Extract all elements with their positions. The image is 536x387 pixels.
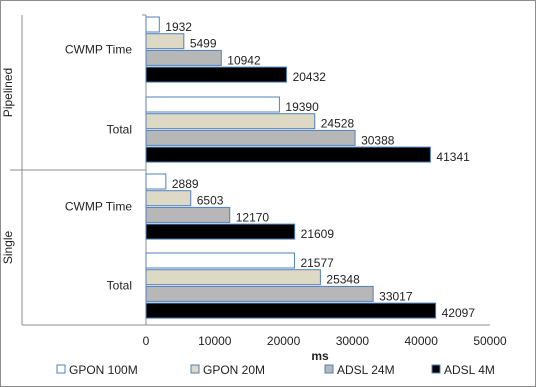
category-label-pipelined-cwmp-time: CWMP Time (65, 43, 132, 57)
legend: GPON 100M GPON 20M ADSL 24M ADSL 4M (56, 363, 495, 377)
value-label-pipelined-total-adsl-4m: 41341 (436, 150, 470, 164)
bar-pipelined-total-gpon-100m (145, 96, 280, 113)
x-tick-label-40000: 40000 (405, 334, 439, 348)
category-label-single-total: Total (107, 279, 132, 293)
value-label-pipelined-cwmp-time-adsl-4m: 20432 (293, 70, 327, 84)
bar-single-cwmp-time-adsl-24m (145, 206, 231, 223)
value-label-pipelined-total-gpon-20m: 24528 (321, 117, 355, 131)
legend-swatch-adsl-4m (431, 364, 441, 374)
group-label-pipelined: Pipelined (1, 68, 15, 117)
bar-single-total-gpon-100m (145, 252, 295, 269)
category-label-pipelined-total: Total (107, 123, 132, 137)
value-label-single-total-gpon-20m: 25348 (326, 273, 360, 287)
x-tick-label-50000: 50000 (473, 334, 507, 348)
bar-pipelined-total-adsl-4m (145, 146, 431, 163)
group-label-single: Single (1, 230, 15, 264)
value-label-single-cwmp-time-adsl-4m: 21609 (301, 227, 335, 241)
legend-swatch-gpon-20m (190, 364, 200, 374)
category-label-single-cwmp-time: CWMP Time (65, 200, 132, 214)
legend-item-gpon-20m: GPON 20M (190, 363, 265, 377)
bar-pipelined-total-gpon-20m (145, 113, 316, 130)
bar-single-cwmp-time-gpon-100m (145, 173, 167, 190)
value-label-pipelined-cwmp-time-gpon-20m: 5499 (190, 37, 217, 51)
bar-pipelined-cwmp-time-gpon-100m (145, 16, 160, 33)
bar-pipelined-cwmp-time-adsl-24m (145, 49, 222, 66)
value-label-single-total-gpon-100m: 21577 (300, 256, 334, 270)
legend-swatch-gpon-100m (56, 364, 66, 374)
x-axis-label: ms (311, 349, 329, 363)
value-label-pipelined-total-gpon-100m: 19390 (285, 100, 319, 114)
value-label-pipelined-cwmp-time-gpon-100m: 1932 (165, 20, 192, 34)
value-label-pipelined-cwmp-time-adsl-24m: 10942 (227, 53, 261, 67)
legend-item-adsl-24m: ADSL 24M (324, 363, 395, 377)
bar-single-total-adsl-24m (145, 285, 374, 302)
bar-single-cwmp-time-gpon-20m (145, 190, 192, 207)
legend-item-adsl-4m: ADSL 4M (431, 363, 495, 377)
bar-single-cwmp-time-adsl-4m (145, 223, 296, 240)
legend-label-gpon-100m: GPON 100M (69, 363, 138, 377)
value-label-single-cwmp-time-gpon-100m: 2889 (172, 177, 199, 191)
bar-pipelined-cwmp-time-adsl-4m (145, 66, 288, 83)
x-tick-label-30000: 30000 (336, 334, 370, 348)
legend-label-gpon-20m: GPON 20M (203, 363, 265, 377)
value-label-pipelined-total-adsl-24m: 30388 (361, 133, 395, 147)
group-labels: Pipelined Single (1, 68, 15, 264)
category-labels: CWMP Time Total CWMP Time Total (65, 43, 132, 293)
bar-pipelined-cwmp-time-gpon-20m (145, 33, 185, 50)
value-label-single-total-adsl-24m: 33017 (379, 289, 413, 303)
x-axis: 0 10000 20000 30000 40000 50000 (143, 334, 507, 348)
legend-item-gpon-100m: GPON 100M (56, 363, 138, 377)
bars (145, 16, 437, 319)
value-label-single-cwmp-time-adsl-24m: 12170 (236, 210, 270, 224)
legend-swatch-adsl-24m (324, 364, 334, 374)
bar-pipelined-total-adsl-24m (145, 129, 356, 146)
legend-label-adsl-4m: ADSL 4M (444, 363, 495, 377)
legend-label-adsl-24m: ADSL 24M (337, 363, 395, 377)
x-tick-label-0: 0 (143, 334, 150, 348)
value-label-single-cwmp-time-gpon-20m: 6503 (197, 194, 224, 208)
bar-single-total-gpon-20m (145, 269, 321, 286)
x-tick-label-20000: 20000 (267, 334, 301, 348)
x-tick-label-10000: 10000 (198, 334, 232, 348)
value-label-single-total-adsl-4m: 42097 (442, 306, 476, 320)
bar-single-total-adsl-4m (145, 302, 437, 319)
